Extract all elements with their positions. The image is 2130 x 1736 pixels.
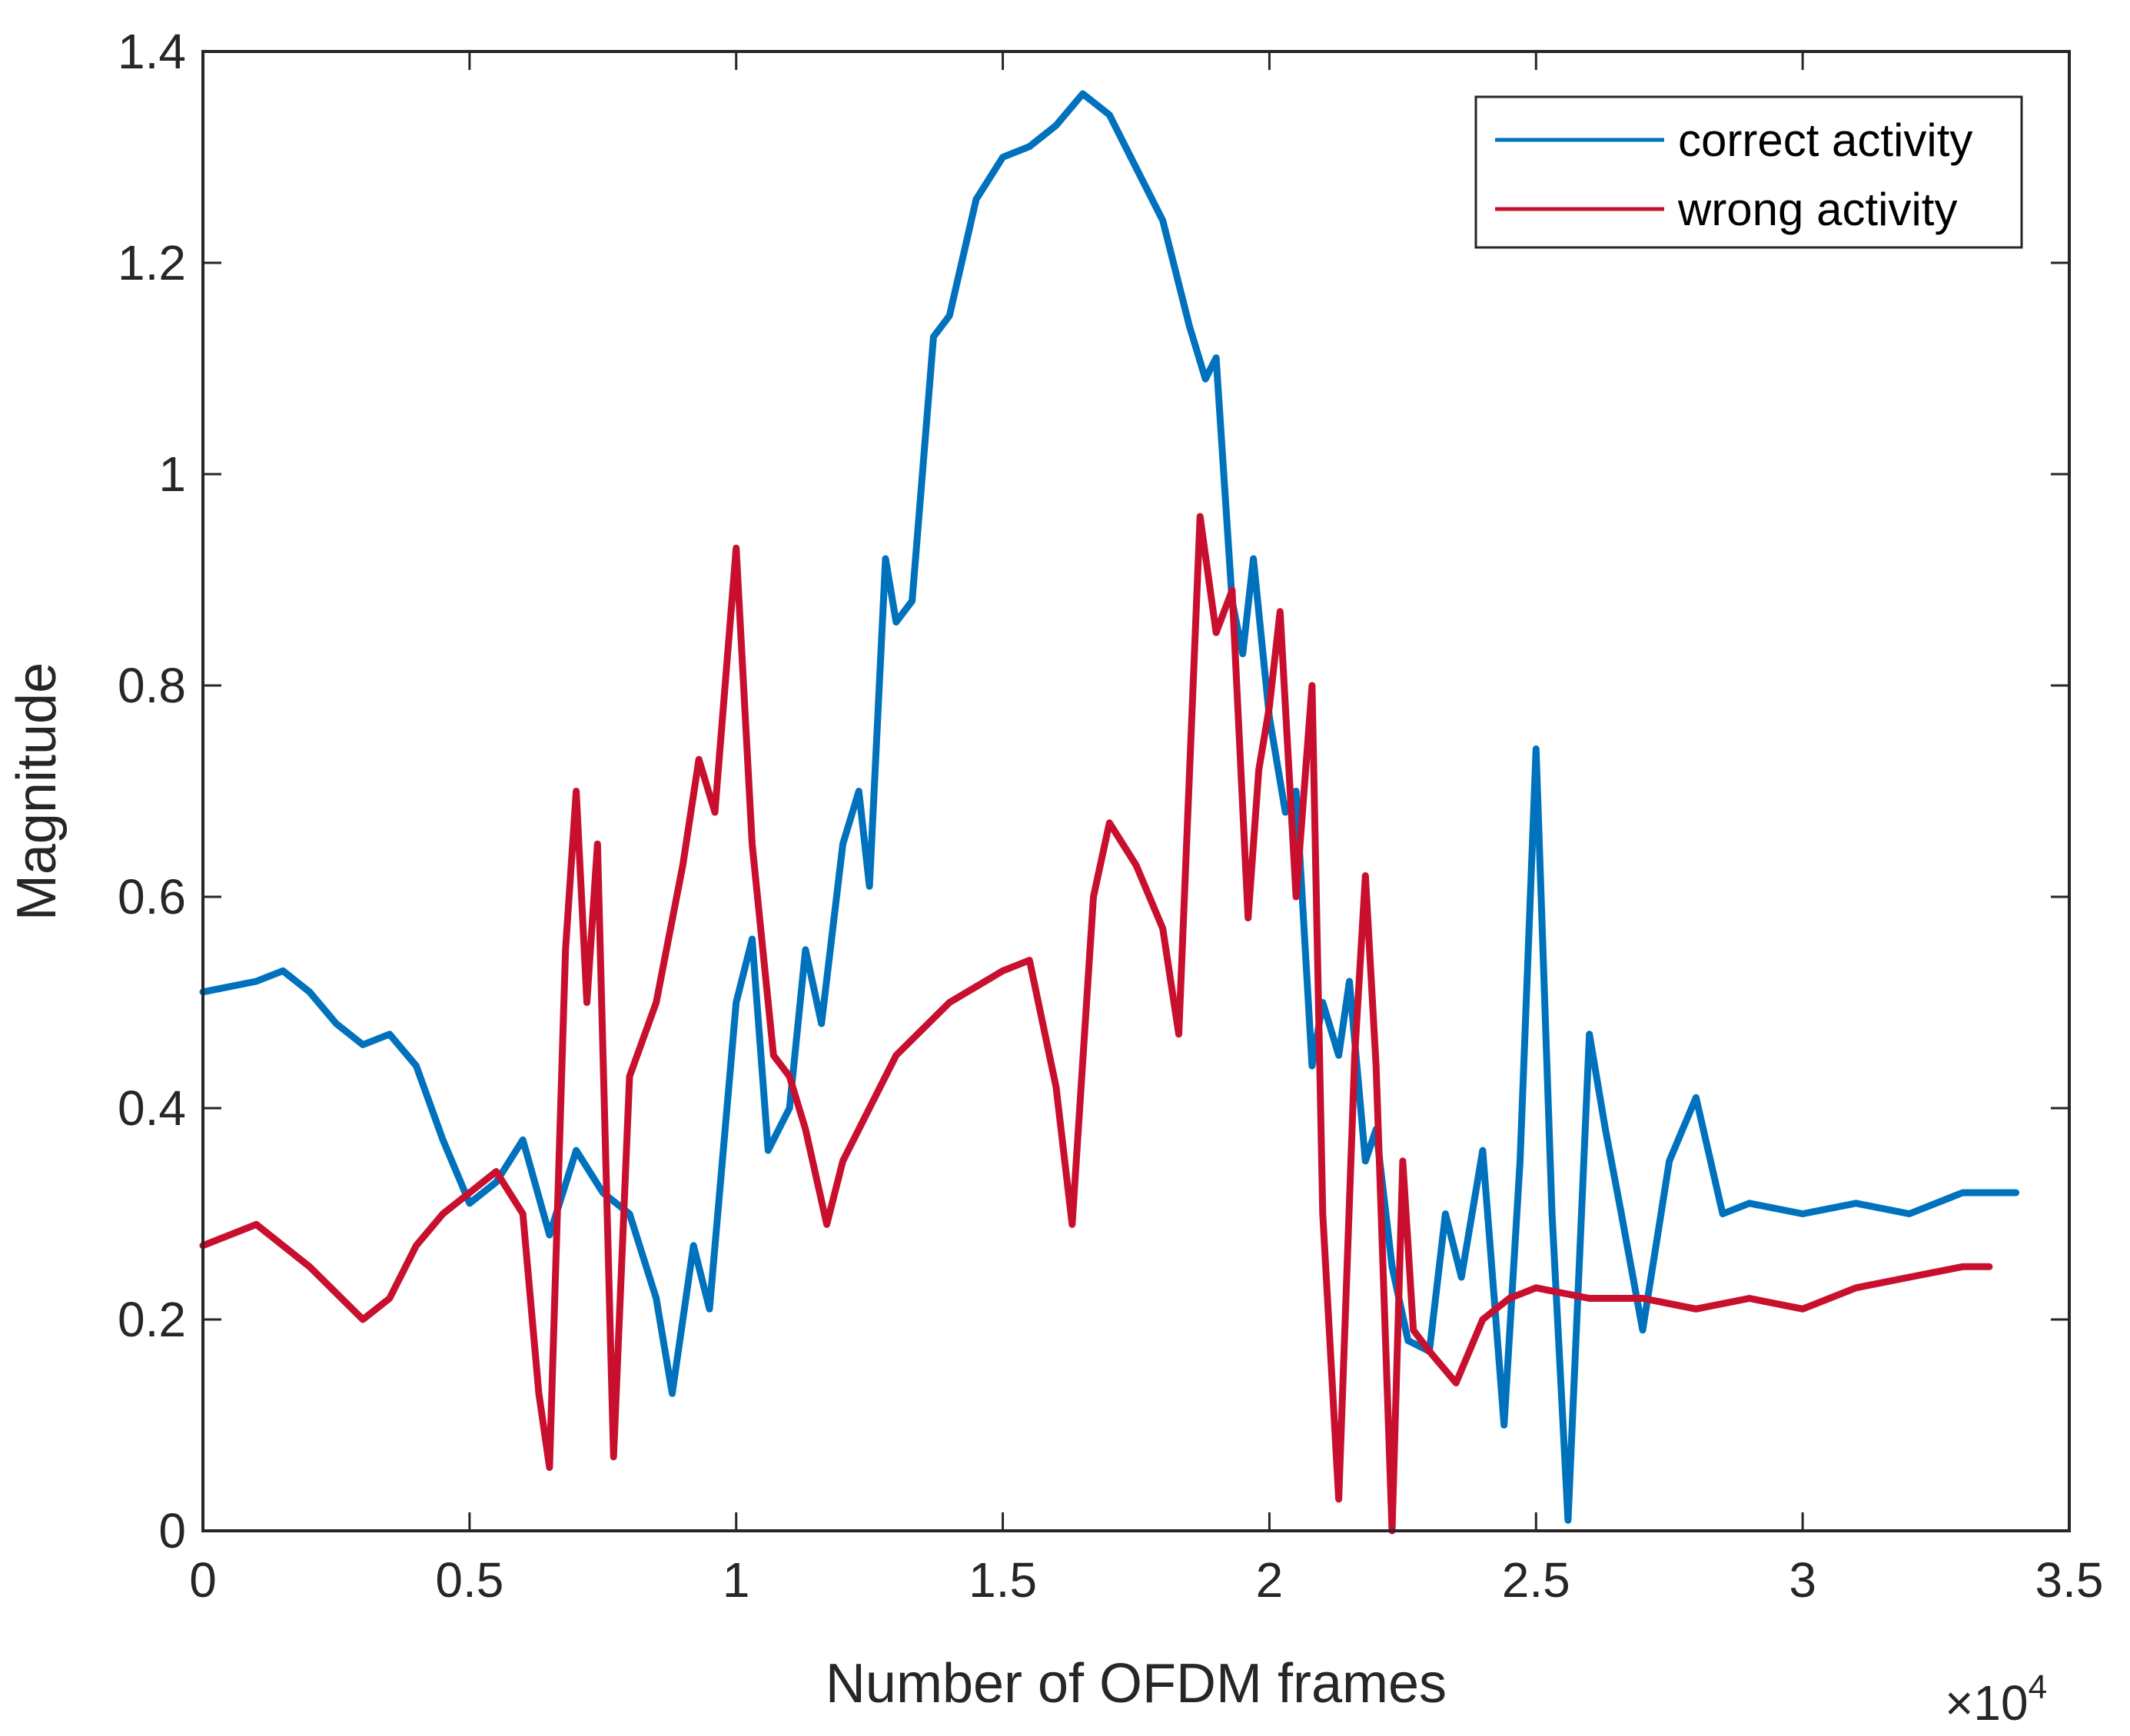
y-tick-label: 0.2 (118, 1292, 186, 1347)
x-axis-multiplier-base: ×10 (1945, 1675, 2029, 1731)
legend-label-correct: correct activity (1678, 115, 1972, 166)
legend-label-wrong: wrong activity (1677, 184, 1957, 235)
series-line-wrong-activity (199, 513, 1993, 1535)
x-tick-label: 1 (723, 1552, 750, 1608)
x-axis: 0 0.5 1 1.5 2 2.5 3 3.5 (189, 51, 2103, 1608)
x-tick-label: 3.5 (2035, 1552, 2104, 1608)
x-tick-label: 2.5 (1502, 1552, 1570, 1608)
series-line-correct-activity (199, 90, 2020, 1524)
y-axis: 0 0.2 0.4 0.6 0.8 1 1.2 1.4 (118, 24, 2069, 1558)
x-tick-label: 0 (189, 1552, 217, 1608)
legend: correct activity wrong activity (1474, 95, 2023, 249)
y-axis-label: Magnitude (6, 662, 68, 921)
x-tick-label: 0.5 (435, 1552, 503, 1608)
x-tick-label: 1.5 (969, 1552, 1037, 1608)
x-tick-label: 3 (1789, 1552, 1816, 1608)
y-tick-label: 1.4 (118, 24, 186, 79)
y-tick-label: 0.4 (118, 1080, 186, 1136)
y-tick-label: 0 (158, 1503, 186, 1558)
x-axis-multiplier: ×104 (1945, 1668, 2047, 1731)
y-tick-label: 1.2 (118, 235, 186, 290)
series-layer (199, 90, 2020, 1535)
plot-frame (201, 50, 2071, 1532)
x-tick-label: 2 (1256, 1552, 1284, 1608)
x-axis-label: Number of OFDM frames (826, 1653, 1447, 1714)
y-tick-label: 1 (158, 446, 186, 502)
legend-box (1474, 95, 2023, 249)
y-tick-label: 0.6 (118, 869, 186, 924)
x-axis-multiplier-exponent: 4 (2029, 1668, 2047, 1706)
y-tick-label: 0.8 (118, 658, 186, 713)
